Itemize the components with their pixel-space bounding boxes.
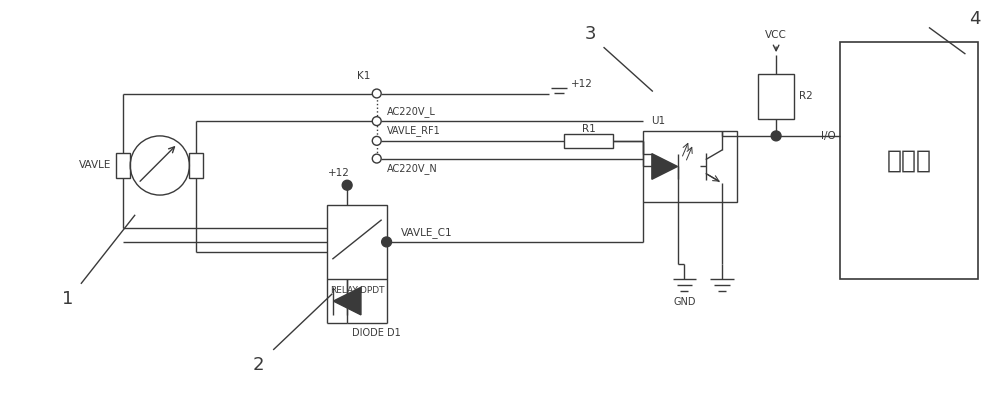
Polygon shape <box>333 287 361 315</box>
Circle shape <box>771 131 781 141</box>
Text: AC220V_L: AC220V_L <box>387 106 435 117</box>
Bar <box>189 153 203 178</box>
Bar <box>564 134 613 148</box>
Text: R2: R2 <box>799 92 813 102</box>
Text: +12: +12 <box>571 79 593 89</box>
Text: AC220V_N: AC220V_N <box>387 163 437 174</box>
Text: U1: U1 <box>651 116 665 126</box>
Text: 2: 2 <box>253 356 264 374</box>
Bar <box>327 205 387 279</box>
Circle shape <box>372 136 381 145</box>
Polygon shape <box>652 154 678 179</box>
Circle shape <box>372 89 381 98</box>
Text: 单片机: 单片机 <box>887 148 932 172</box>
Text: GND: GND <box>673 296 696 306</box>
Text: VAVLE_RF1: VAVLE_RF1 <box>387 126 440 136</box>
Circle shape <box>342 180 352 190</box>
Text: +12: +12 <box>328 168 350 178</box>
Bar <box>758 74 794 119</box>
Text: VAVLE: VAVLE <box>79 160 111 170</box>
Bar <box>116 153 130 178</box>
Bar <box>840 42 978 279</box>
Bar <box>643 131 737 202</box>
Text: K1: K1 <box>357 71 370 81</box>
Circle shape <box>382 237 392 247</box>
Text: 1: 1 <box>62 290 74 308</box>
Text: RELAY-DPDT: RELAY-DPDT <box>330 286 384 295</box>
Text: R1: R1 <box>582 124 596 134</box>
Text: DIODE D1: DIODE D1 <box>352 328 401 338</box>
Circle shape <box>372 117 381 126</box>
Text: 3: 3 <box>585 25 596 43</box>
Text: VAVLE_C1: VAVLE_C1 <box>401 226 453 238</box>
Text: I/O: I/O <box>821 131 835 141</box>
Text: VCC: VCC <box>765 30 787 40</box>
Text: 4: 4 <box>970 10 981 28</box>
Circle shape <box>372 154 381 163</box>
